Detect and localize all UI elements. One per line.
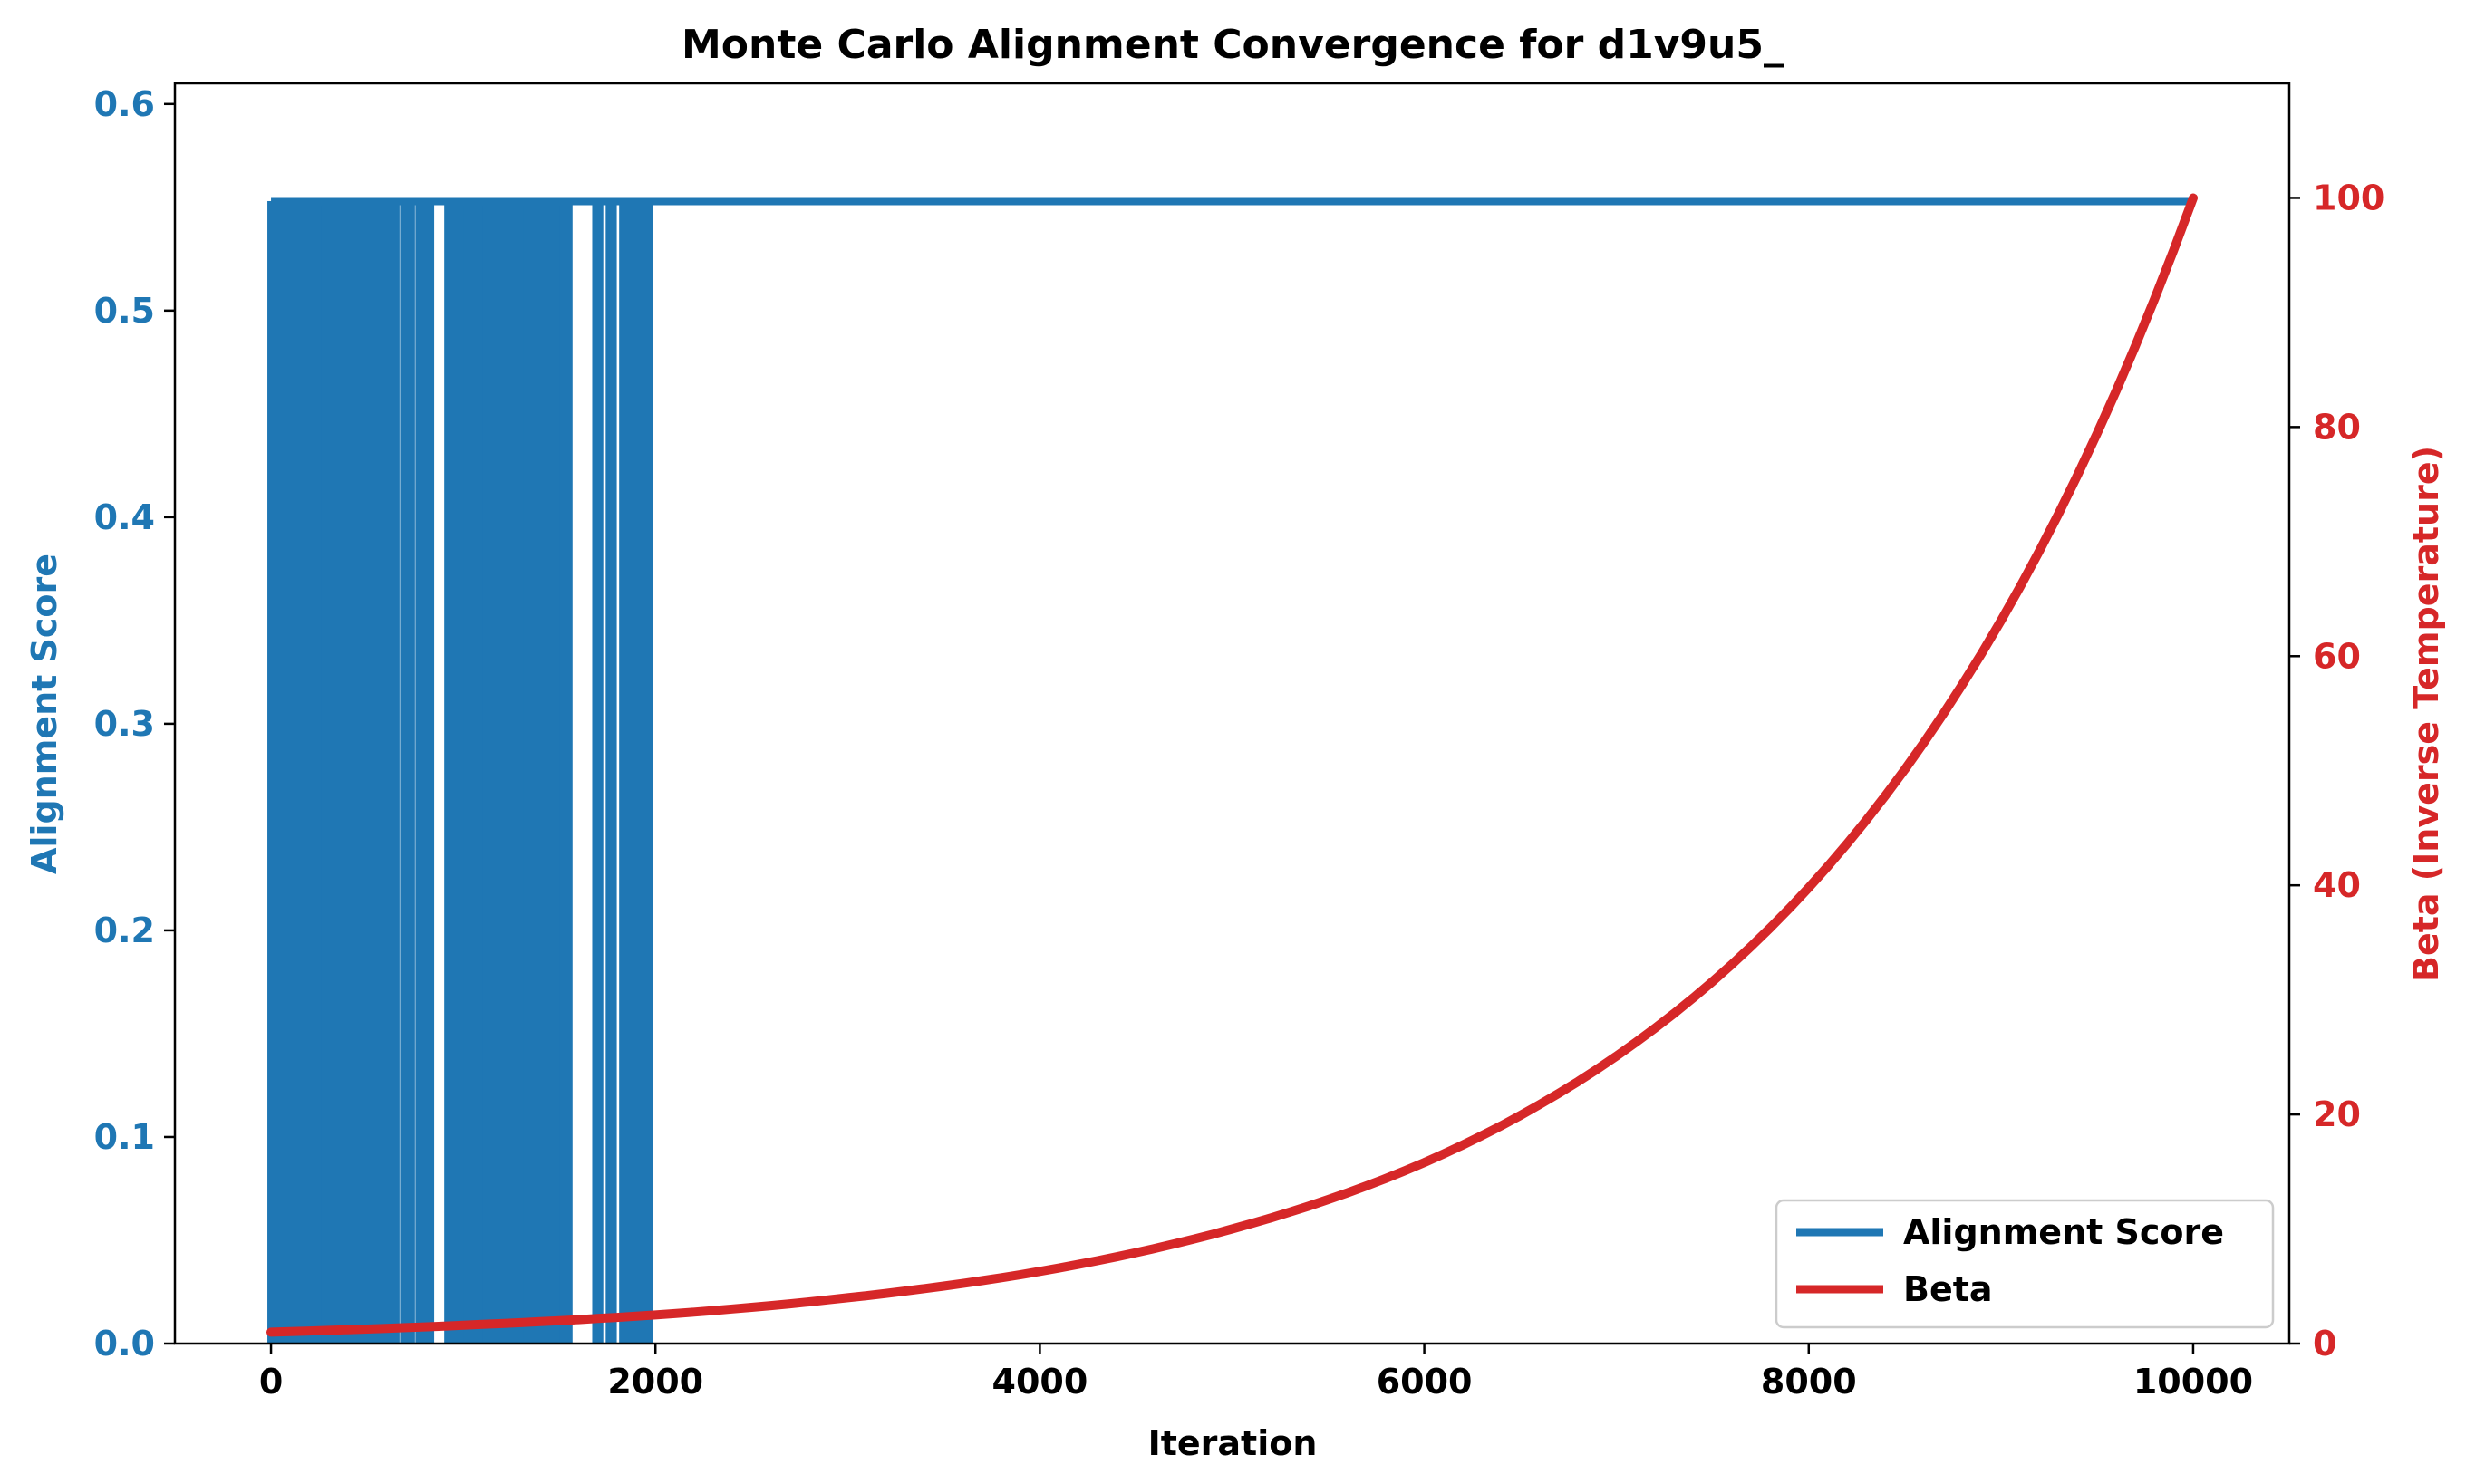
- plot-frame: [173, 82, 2291, 1345]
- y-right-tick-label: 0: [2313, 1324, 2336, 1364]
- legend: Alignment Score Beta: [1775, 1199, 2275, 1329]
- y-left-tick-label: 0.0: [94, 1324, 155, 1364]
- beta-line: [266, 193, 2198, 1337]
- x-tick-label: 8000: [1761, 1362, 1857, 1402]
- x-axis-ticks: 0 2000 4000 6000 8000 10000: [259, 1344, 2253, 1402]
- alignment-score-oscillation-block: [523, 200, 564, 1344]
- y-left-tick-label: 0.2: [94, 911, 155, 950]
- legend-label-score: Alignment Score: [1903, 1212, 2224, 1252]
- alignment-score-oscillation-block: [444, 200, 468, 1344]
- alignment-score-oscillation-block: [605, 200, 617, 1344]
- legend-frame: [1775, 1199, 2275, 1329]
- alignment-score-oscillation-block: [619, 200, 653, 1344]
- alignment-score-oscillation-block: [559, 200, 573, 1344]
- y-left-axis-label: Alignment Score: [24, 554, 64, 874]
- x-tick-label: 10000: [2133, 1362, 2253, 1402]
- y-left-tick-label: 0.4: [94, 497, 155, 537]
- y-left-tick-label: 0.3: [94, 704, 155, 744]
- y-right-tick-label: 80: [2313, 407, 2361, 447]
- y-right-tick-label: 40: [2313, 865, 2361, 905]
- y-left-tick-label: 0.5: [94, 291, 155, 331]
- x-tick-label: 2000: [607, 1362, 703, 1402]
- y-left-tick-label: 0.1: [94, 1117, 155, 1157]
- alignment-score-series: [267, 197, 2193, 1344]
- alignment-score-oscillation-block: [267, 200, 324, 1344]
- y-right-axis-label: Beta (Inverse Temperature): [2406, 446, 2446, 982]
- alignment-score-oscillation-block: [321, 200, 400, 1344]
- alignment-score-oscillation-block: [400, 200, 415, 1344]
- x-axis-label: Iteration: [1148, 1423, 1318, 1463]
- y-right-tick-label: 60: [2313, 636, 2361, 676]
- x-tick-label: 4000: [992, 1362, 1088, 1402]
- y-left-tick-label: 0.6: [94, 84, 155, 124]
- legend-label-beta: Beta: [1903, 1269, 1993, 1309]
- alignment-score-oscillation-block: [508, 200, 527, 1344]
- x-tick-label: 0: [259, 1362, 283, 1402]
- beta-series: [266, 193, 2198, 1337]
- alignment-score-oscillation-block: [415, 200, 435, 1344]
- y-right-axis-ticks: 0 20 40 60 80 100: [2289, 178, 2384, 1364]
- alignment-score-oscillation-block: [592, 200, 604, 1344]
- y-right-tick-label: 20: [2313, 1094, 2361, 1134]
- chart-title: Monte Carlo Alignment Convergence for d1…: [682, 22, 1784, 68]
- alignment-score-oscillation-block: [482, 200, 509, 1344]
- alignment-score-oscillation-block: [463, 200, 487, 1344]
- y-right-tick-label: 100: [2313, 178, 2384, 217]
- x-tick-label: 6000: [1377, 1362, 1473, 1402]
- y-left-axis-ticks: 0.0 0.1 0.2 0.3 0.4 0.5 0.6: [94, 84, 175, 1364]
